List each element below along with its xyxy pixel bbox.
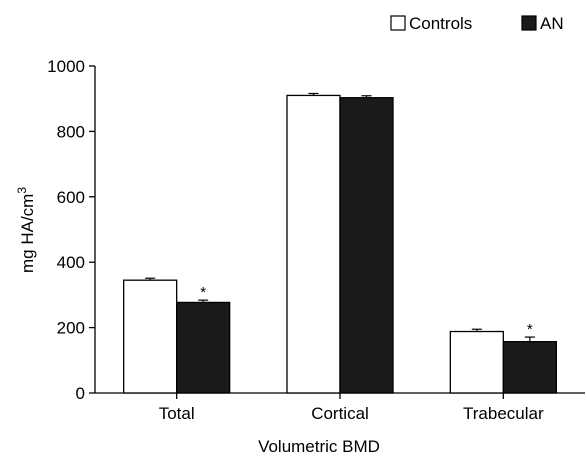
legend-swatch-controls (390, 15, 406, 31)
y-tick-label-600: 600 (57, 188, 85, 207)
bar-an-1 (339, 97, 394, 394)
y-tick-label-800: 800 (57, 122, 85, 141)
y-tick-label-1000: 1000 (47, 57, 85, 76)
significance-marker-1: * (527, 321, 533, 338)
bar-controls-0 (123, 279, 178, 394)
legend: Controls AN (390, 14, 564, 33)
significance-marker-0: * (200, 284, 206, 301)
bar-an-0 (176, 301, 231, 394)
category-label-2: Trabecular (463, 404, 544, 423)
y-axis-title: mg HA/cm3 (15, 187, 37, 273)
plot-area: 0 200 400 600 800 1000 Total Cortical Trabecular… (47, 57, 585, 423)
y-tick-label-200: 200 (57, 319, 85, 338)
x-axis-title: Volumetric BMD (258, 437, 380, 456)
legend-label-an: AN (540, 14, 564, 33)
bar-an-2 (502, 341, 557, 394)
y-tick-label-400: 400 (57, 253, 85, 272)
category-label-0: Total (159, 404, 195, 423)
legend-swatch-an (521, 15, 537, 31)
category-label-1: Cortical (311, 404, 369, 423)
bar-controls-2 (449, 330, 504, 394)
y-tick-label-0: 0 (76, 384, 85, 403)
bar-controls-1 (286, 94, 341, 394)
legend-label-controls: Controls (409, 14, 472, 33)
